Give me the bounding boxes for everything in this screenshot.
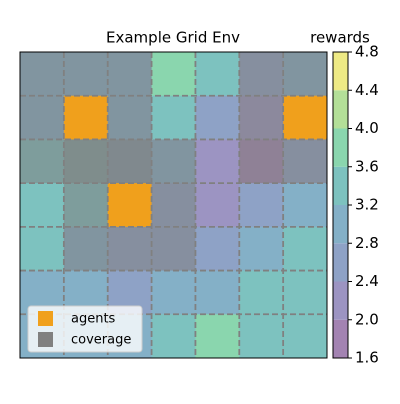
reward-cell [195, 52, 240, 97]
colorbar-tick-label: 2.4 [355, 272, 379, 290]
reward-cell [283, 314, 328, 359]
colorbar-tick-label: 4.0 [355, 119, 379, 137]
reward-cell [283, 183, 328, 228]
reward-cell [195, 139, 240, 184]
reward-cell [239, 270, 284, 315]
colorbar-tick-label: 1.6 [355, 349, 379, 367]
colorbar-band [333, 243, 348, 282]
agent [107, 183, 152, 227]
reward-cell [283, 270, 328, 315]
reward-cell [195, 183, 240, 228]
legend-swatch [38, 311, 53, 326]
reward-cell [151, 95, 196, 140]
colorbar-tick-label: 2.8 [355, 234, 379, 252]
reward-cell [239, 183, 284, 228]
colorbar-band [333, 90, 348, 129]
colorbar-label: rewards [310, 29, 370, 47]
legend-label: agents [71, 312, 116, 327]
reward-cell [195, 270, 240, 315]
reward-cell [20, 183, 65, 228]
legend-swatch [38, 332, 53, 347]
legend-label: coverage [71, 333, 131, 348]
axes-frame [19, 51, 328, 359]
reward-cell [239, 314, 284, 359]
reward-cell [195, 95, 240, 140]
agent [283, 95, 327, 140]
colorbar-band [333, 52, 348, 91]
colorbar-band [333, 128, 348, 167]
reward-cell [20, 226, 65, 272]
colorbar-band [333, 319, 348, 358]
colorbar-tick-label: 2.0 [355, 310, 379, 328]
colorbar-band [333, 281, 348, 320]
reward-cell [151, 270, 196, 315]
chart-title: Example Grid Env [106, 29, 240, 47]
reward-cell [283, 226, 328, 272]
agent [63, 95, 108, 140]
colorbar-tick-label: 4.8 [355, 43, 379, 61]
colorbar-band [333, 166, 348, 205]
colorbar-tick-label: 4.4 [355, 81, 379, 99]
reward-cell [195, 314, 240, 359]
reward-cell [195, 226, 240, 272]
reward-cell [239, 226, 284, 272]
reward-cell [151, 52, 196, 97]
reward-cell [151, 314, 196, 359]
colorbar-band [333, 205, 348, 244]
colorbar-tick-label: 3.6 [355, 157, 379, 175]
legend-box [27, 305, 143, 353]
colorbar-tick-label: 3.2 [355, 196, 379, 214]
